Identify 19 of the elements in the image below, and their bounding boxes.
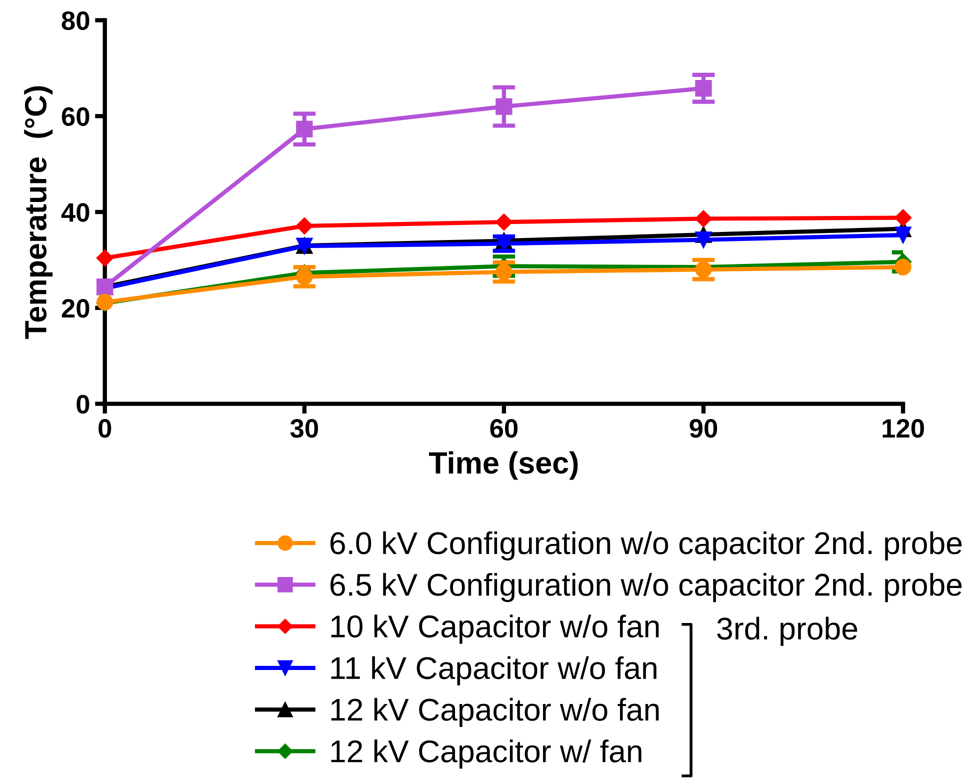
- x-tick-label: 60: [490, 419, 518, 438]
- y-tick-label: 20: [62, 299, 90, 318]
- legend-label: 12 kV Capacitor w/ fan: [331, 740, 642, 769]
- legend-label: 10 kV Capacitor w/o fan: [331, 614, 659, 644]
- text: 3rd. probe: [717, 616, 858, 646]
- x-axis-title: Time (sec): [428, 451, 578, 480]
- legend-label: 12 kV Capacitor w/o fan: [331, 698, 659, 728]
- x-tick-label: 30: [290, 419, 318, 438]
- legend-label: 6.0 kV Configuration w/o capacitor 2nd. probe: [330, 531, 962, 560]
- legend-label: 11 kV Capacitor w/o fan: [331, 656, 656, 686]
- x-tick-label: 90: [690, 419, 718, 438]
- legend-label: 6.5 kV Configuration w/o capacitor 2nd. probe: [330, 572, 962, 602]
- y-tick-label: 80: [62, 11, 90, 30]
- y-axis-title: Temperature (°C): [24, 86, 53, 339]
- x-tick-label: 0: [98, 419, 112, 438]
- x-tick-label: 120: [882, 419, 924, 438]
- y-tick-label: 0: [76, 394, 90, 414]
- y-tick-label: 40: [61, 203, 90, 222]
- y-tick-label: 60: [62, 107, 90, 126]
